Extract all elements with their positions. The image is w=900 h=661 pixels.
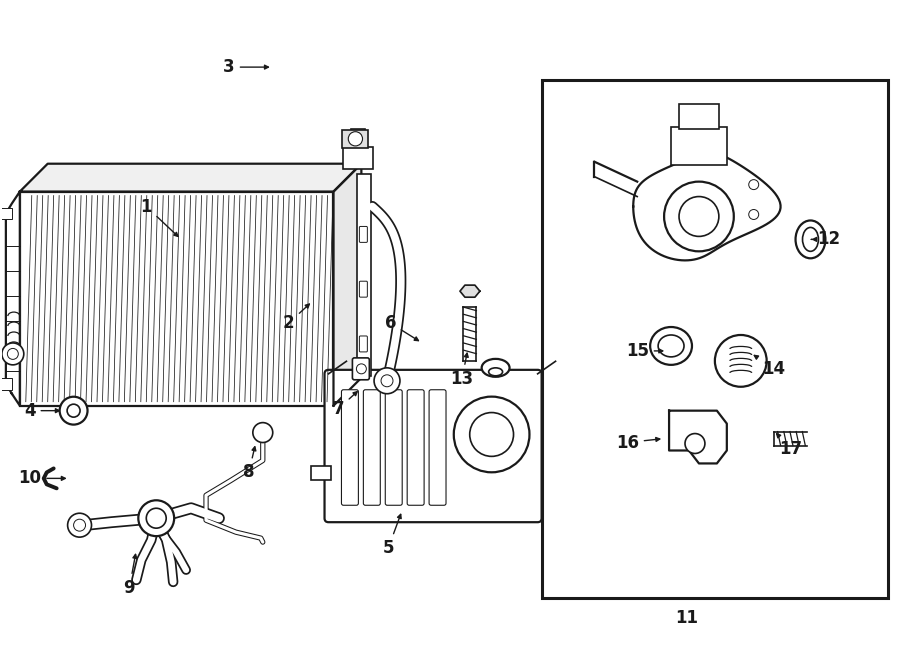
Text: 11: 11	[676, 609, 698, 627]
FancyBboxPatch shape	[407, 390, 424, 505]
Circle shape	[7, 348, 18, 360]
Text: 17: 17	[777, 434, 802, 457]
Polygon shape	[6, 192, 20, 406]
Polygon shape	[460, 285, 480, 297]
Text: 13: 13	[450, 353, 473, 388]
Polygon shape	[334, 164, 362, 406]
FancyBboxPatch shape	[359, 336, 367, 352]
Text: 3: 3	[223, 58, 268, 76]
Bar	[357, 174, 372, 376]
Bar	[343, 130, 368, 148]
Circle shape	[454, 397, 529, 473]
Text: 1: 1	[140, 198, 178, 237]
Text: 6: 6	[384, 314, 419, 340]
Circle shape	[374, 368, 400, 394]
Circle shape	[381, 375, 393, 387]
Text: 2: 2	[283, 304, 310, 332]
FancyBboxPatch shape	[364, 390, 381, 505]
Circle shape	[139, 500, 175, 536]
Ellipse shape	[482, 359, 509, 377]
Circle shape	[59, 397, 87, 424]
Ellipse shape	[796, 221, 825, 258]
Polygon shape	[669, 410, 727, 463]
Text: 10: 10	[18, 469, 66, 487]
Ellipse shape	[489, 368, 502, 376]
Ellipse shape	[803, 227, 818, 251]
Circle shape	[749, 180, 759, 190]
Bar	[679, 104, 719, 129]
Text: 14: 14	[754, 356, 785, 378]
Circle shape	[253, 422, 273, 442]
Text: 7: 7	[333, 392, 357, 418]
Ellipse shape	[650, 327, 692, 365]
Polygon shape	[634, 153, 780, 260]
Circle shape	[2, 343, 23, 365]
Circle shape	[147, 508, 166, 528]
FancyBboxPatch shape	[385, 390, 402, 505]
Bar	[344, 147, 374, 169]
Circle shape	[470, 412, 514, 456]
Text: 5: 5	[382, 514, 401, 557]
FancyBboxPatch shape	[341, 390, 358, 505]
Text: 8: 8	[243, 447, 256, 481]
Text: 4: 4	[24, 402, 59, 420]
Circle shape	[68, 404, 80, 417]
Bar	[351, 129, 365, 147]
Bar	[310, 467, 330, 481]
Circle shape	[749, 210, 759, 219]
Bar	[0, 378, 12, 390]
Circle shape	[685, 434, 705, 453]
Text: 15: 15	[626, 342, 662, 360]
FancyBboxPatch shape	[359, 281, 367, 297]
Circle shape	[664, 182, 734, 251]
FancyBboxPatch shape	[429, 390, 446, 505]
Bar	[0, 208, 12, 219]
FancyBboxPatch shape	[325, 370, 542, 522]
Bar	[20, 192, 334, 406]
FancyBboxPatch shape	[359, 227, 367, 243]
Circle shape	[74, 519, 86, 531]
Circle shape	[356, 364, 366, 374]
Text: 16: 16	[616, 434, 660, 451]
Ellipse shape	[658, 335, 684, 357]
Circle shape	[68, 513, 92, 537]
Polygon shape	[20, 164, 362, 192]
Bar	[671, 127, 727, 165]
FancyBboxPatch shape	[353, 358, 369, 380]
Circle shape	[348, 132, 363, 146]
Text: 9: 9	[123, 555, 137, 597]
Circle shape	[679, 196, 719, 237]
Bar	[542, 80, 888, 598]
Circle shape	[715, 335, 767, 387]
Text: 12: 12	[811, 231, 840, 249]
